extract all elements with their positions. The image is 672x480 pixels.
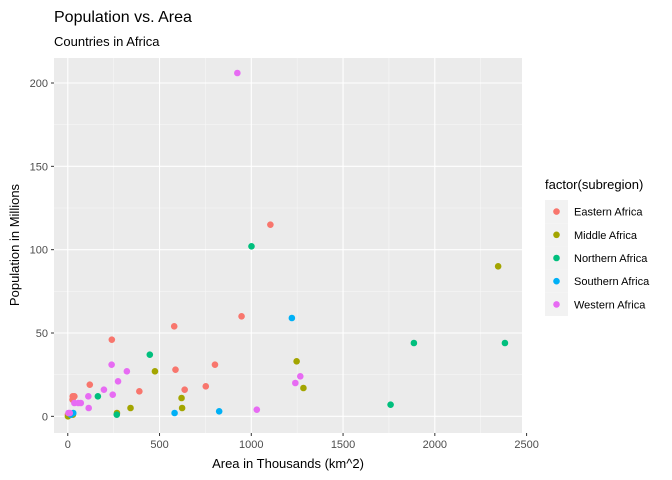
y-axis-title: Population in Millions	[7, 183, 22, 306]
point-middle-africa	[293, 358, 300, 365]
legend-swatch-southern-africa	[553, 277, 560, 285]
point-western-africa	[296, 373, 304, 380]
point-western-africa	[234, 69, 241, 77]
point-western-africa	[108, 361, 115, 368]
chart-title: Population vs. Area	[54, 9, 192, 26]
x-tick-label: 500	[150, 439, 168, 451]
grid-lines	[54, 58, 528, 433]
point-western-africa	[85, 404, 92, 412]
point-middle-africa	[127, 404, 134, 412]
x-tick-label: 0	[65, 439, 71, 451]
point-middle-africa	[300, 384, 307, 392]
x-tick-label: 2000	[423, 439, 447, 451]
legend-label-southern-africa: Southern Africa	[574, 276, 650, 288]
x-tick-label: 2500	[514, 439, 538, 451]
point-western-africa	[109, 391, 117, 398]
point-western-africa	[253, 406, 261, 413]
point-northern-africa	[146, 351, 154, 358]
point-northern-africa	[410, 339, 418, 347]
point-eastern-africa	[108, 336, 116, 343]
legend-label-middle-africa: Middle Africa	[574, 230, 638, 242]
legend-swatch-western-africa	[553, 301, 560, 308]
point-eastern-africa	[86, 381, 94, 388]
legend-swatch-northern-africa	[553, 254, 560, 262]
y-tick-label: 50	[36, 328, 48, 340]
point-western-africa	[66, 409, 74, 417]
point-eastern-africa	[170, 323, 178, 330]
point-western-africa	[100, 386, 108, 393]
point-northern-africa	[94, 393, 102, 400]
point-eastern-africa	[211, 361, 219, 368]
point-western-africa	[77, 399, 85, 407]
point-northern-africa	[248, 243, 255, 250]
y-tick-label: 200	[30, 78, 48, 90]
legend-swatch-eastern-africa	[553, 208, 560, 215]
legend-label-northern-africa: Northern Africa	[574, 253, 648, 265]
legend-title: factor(subregion)	[545, 177, 643, 192]
legend-label-western-africa: Western Africa	[574, 299, 646, 311]
legend-label-eastern-africa: Eastern Africa	[574, 207, 643, 219]
point-middle-africa	[151, 368, 159, 375]
point-eastern-africa	[136, 388, 143, 395]
legend-swatch-middle-africa	[553, 231, 560, 239]
point-middle-africa	[178, 404, 186, 412]
x-tick-label: 1500	[331, 439, 355, 451]
point-southern-africa	[215, 408, 223, 415]
x-axis-title: Area in Thousands (km^2)	[212, 456, 364, 471]
x-tick-label: 1000	[239, 439, 263, 451]
data-points	[64, 69, 509, 420]
point-northern-africa	[501, 339, 509, 347]
plot-panel	[54, 58, 522, 433]
point-southern-africa	[288, 314, 296, 322]
y-tick-label: 0	[42, 411, 48, 423]
point-eastern-africa	[202, 383, 210, 390]
point-middle-africa	[494, 263, 502, 270]
legend: factor(subregion) Eastern Africa Middle A…	[545, 177, 650, 316]
point-western-africa	[114, 378, 122, 385]
point-middle-africa	[178, 394, 185, 402]
point-western-africa	[292, 379, 299, 387]
point-eastern-africa	[71, 393, 78, 400]
point-western-africa	[123, 368, 131, 375]
y-axis: 0 50 100 150 200	[30, 78, 54, 423]
point-southern-africa	[171, 409, 178, 417]
chart-subtitle: Countries in Africa	[54, 34, 160, 49]
point-eastern-africa	[267, 221, 274, 228]
point-eastern-africa	[238, 313, 245, 320]
point-western-africa	[85, 393, 92, 400]
y-tick-label: 100	[30, 245, 48, 257]
point-northern-africa	[113, 411, 121, 418]
point-eastern-africa	[181, 386, 188, 393]
y-tick-label: 150	[30, 161, 48, 173]
point-eastern-africa	[172, 366, 179, 373]
point-northern-africa	[387, 401, 394, 408]
x-axis: 0 500 1000 1500 2000 2500	[65, 433, 539, 451]
